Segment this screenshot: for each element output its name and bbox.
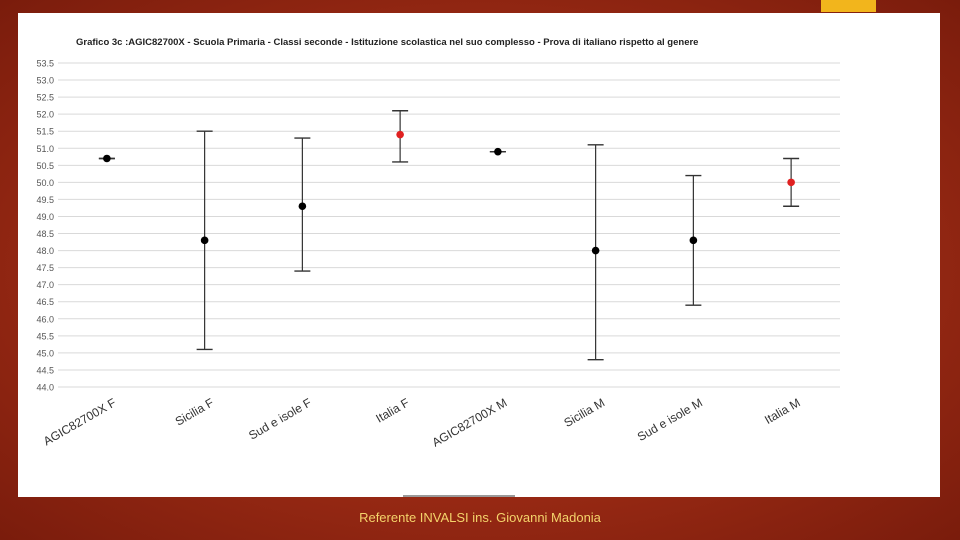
y-tick-label: 48.0 (36, 246, 54, 256)
x-category-label: Sud e isole F (246, 395, 314, 442)
x-category-label: AGIC82700X F (41, 395, 118, 448)
x-category-label: Italia M (762, 395, 803, 426)
y-tick-label: 47.5 (36, 263, 54, 273)
y-tick-label: 51.5 (36, 127, 54, 137)
y-tick-label: 45.0 (36, 348, 54, 358)
data-point (103, 154, 111, 163)
y-tick-label: 45.5 (36, 331, 54, 341)
data-point (591, 246, 600, 255)
data-point (787, 178, 795, 187)
y-tick-label: 53.5 (36, 59, 54, 69)
y-tick-label: 44.0 (36, 383, 54, 393)
chart-title: Grafico 3c :AGIC82700X - Scuola Primaria… (76, 37, 698, 48)
data-point (298, 202, 307, 211)
y-tick-label: 48.5 (36, 229, 54, 239)
y-tick-label: 53.0 (36, 76, 54, 86)
y-tick-label: 50.5 (36, 161, 54, 171)
y-tick-label: 44.5 (36, 365, 54, 375)
data-point (200, 236, 209, 245)
x-category-label: Sud e isole M (635, 395, 705, 443)
data-point (689, 236, 698, 245)
accent-tab (821, 0, 876, 12)
y-tick-label: 52.0 (36, 110, 54, 120)
y-tick-label: 49.0 (36, 212, 54, 222)
y-tick-label: 46.0 (36, 314, 54, 324)
x-category-label: AGIC82700X M (430, 395, 510, 449)
y-tick-label: 47.0 (36, 280, 54, 290)
footer-text: Referente INVALSI ins. Giovanni Madonia (359, 510, 601, 525)
y-tick-label: 52.5 (36, 93, 54, 103)
data-point (494, 147, 502, 156)
x-category-label: Italia F (373, 395, 411, 425)
grid-layer (58, 62, 840, 388)
bottom-divider (403, 495, 515, 497)
y-tick-label: 50.0 (36, 178, 54, 188)
y-axis-ticks: 53.5 53.0 52.5 52.0 51.5 51.0 50.5 50.0 49.5 49.0… (36, 59, 54, 393)
x-category-label: Sicilia F (173, 395, 216, 428)
x-axis-labels: AGIC82700X F Sicilia F Sud e isole F Italia… (41, 395, 803, 449)
y-tick-label: 51.0 (36, 144, 54, 154)
data-points (103, 130, 795, 255)
error-bar-chart: Grafico 3c :AGIC82700X - Scuola Primaria… (36, 37, 840, 450)
y-tick-label: 49.5 (36, 195, 54, 205)
x-category-label: Sicilia M (561, 395, 607, 429)
slide-panel: Grafico 3c :AGIC82700X - Scuola Primaria… (18, 13, 940, 497)
y-tick-label: 46.5 (36, 297, 54, 307)
data-point (396, 130, 404, 139)
